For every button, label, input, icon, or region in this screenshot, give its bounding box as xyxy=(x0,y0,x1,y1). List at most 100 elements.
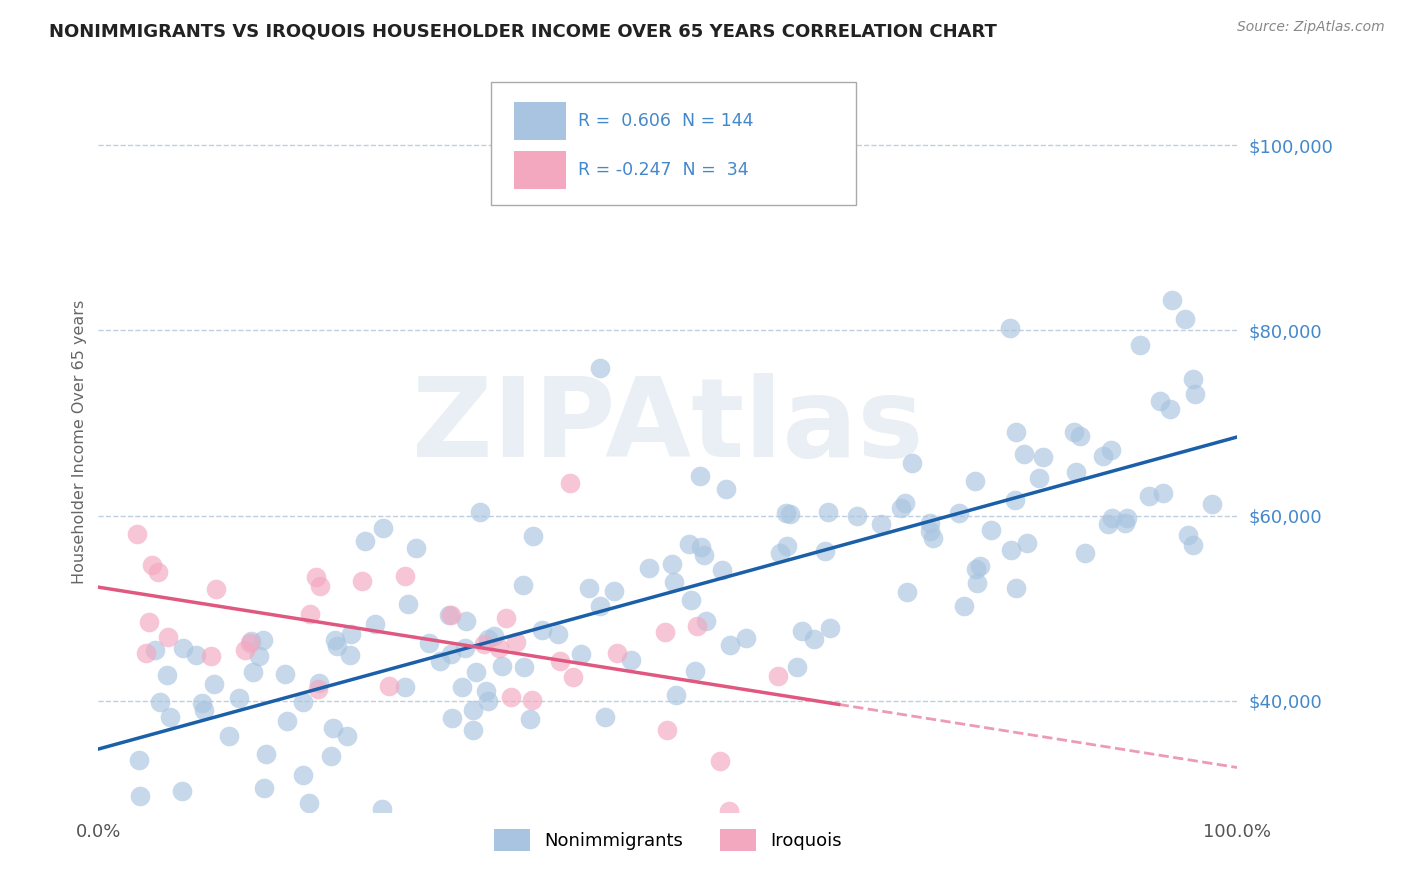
Point xyxy=(714,482,737,496)
Point xyxy=(128,753,150,767)
Point xyxy=(418,636,440,650)
Point xyxy=(776,540,799,554)
Point xyxy=(890,501,912,516)
Point xyxy=(1005,581,1028,595)
Point xyxy=(901,456,924,470)
Point xyxy=(336,730,359,744)
Point xyxy=(620,653,643,667)
Point xyxy=(1115,511,1137,525)
Point xyxy=(965,474,987,488)
Point xyxy=(1153,485,1175,500)
Point xyxy=(1005,425,1028,439)
Point xyxy=(233,642,256,657)
Point xyxy=(495,610,517,624)
Point xyxy=(470,505,492,519)
Point xyxy=(606,647,628,661)
Point xyxy=(477,632,499,646)
Point xyxy=(305,570,328,584)
Point xyxy=(309,579,332,593)
Text: ZIPAtlas: ZIPAtlas xyxy=(412,373,924,480)
Point xyxy=(461,703,484,717)
Point xyxy=(845,508,868,523)
Point xyxy=(531,623,554,637)
Point xyxy=(218,729,240,743)
Point xyxy=(138,615,160,629)
Point xyxy=(547,627,569,641)
Point xyxy=(512,578,534,592)
Point xyxy=(252,633,274,648)
Point xyxy=(129,789,152,803)
Point xyxy=(921,531,943,545)
Point xyxy=(695,614,717,628)
Point xyxy=(578,581,600,595)
Point xyxy=(394,680,416,694)
Point xyxy=(1159,402,1181,417)
FancyBboxPatch shape xyxy=(515,151,567,189)
Point xyxy=(274,667,297,681)
Point xyxy=(1064,465,1087,479)
Point xyxy=(454,641,477,656)
Point xyxy=(1114,516,1136,530)
Point xyxy=(818,621,841,635)
Text: Source: ZipAtlas.com: Source: ZipAtlas.com xyxy=(1237,20,1385,34)
Point xyxy=(920,516,942,530)
Point xyxy=(814,544,837,558)
Point xyxy=(298,607,321,622)
Point xyxy=(247,649,270,664)
Point xyxy=(593,710,616,724)
Point xyxy=(205,832,228,847)
Point xyxy=(378,679,401,693)
Point xyxy=(690,540,713,554)
Point xyxy=(513,660,536,674)
Point xyxy=(1012,447,1035,461)
Point xyxy=(709,754,731,768)
Point xyxy=(1091,449,1114,463)
Point xyxy=(519,712,541,726)
Point xyxy=(980,524,1002,538)
Point xyxy=(520,693,543,707)
Point xyxy=(396,597,419,611)
Point xyxy=(766,669,789,683)
Point xyxy=(603,584,626,599)
Point xyxy=(242,665,264,680)
Point xyxy=(1097,517,1119,532)
Point xyxy=(323,632,346,647)
Legend: Nonimmigrants, Iroquois: Nonimmigrants, Iroquois xyxy=(486,822,849,858)
Point xyxy=(735,631,758,645)
Point xyxy=(298,796,321,810)
Point xyxy=(184,648,207,663)
Point xyxy=(779,507,801,521)
Point xyxy=(637,561,659,575)
Point xyxy=(661,558,683,572)
Point xyxy=(1129,338,1152,352)
Text: R =  0.606  N = 144: R = 0.606 N = 144 xyxy=(578,112,754,130)
Point xyxy=(141,558,163,572)
Point xyxy=(711,563,734,577)
Point xyxy=(405,541,427,555)
Point xyxy=(869,516,891,531)
Point xyxy=(239,633,262,648)
Point xyxy=(998,321,1021,335)
Point xyxy=(254,747,277,761)
Point xyxy=(394,568,416,582)
Point xyxy=(718,805,741,819)
Point xyxy=(1063,425,1085,439)
Point xyxy=(339,648,361,663)
Point xyxy=(488,641,510,656)
Point xyxy=(308,676,330,690)
Point xyxy=(465,665,488,680)
Point xyxy=(484,629,506,643)
Point xyxy=(439,607,461,622)
Point xyxy=(1028,471,1050,485)
Point xyxy=(1182,538,1205,552)
Point xyxy=(491,659,513,673)
Point xyxy=(353,533,375,548)
Point xyxy=(1161,293,1184,307)
Point xyxy=(562,670,585,684)
Point xyxy=(969,558,991,573)
Point xyxy=(1174,311,1197,326)
Point xyxy=(786,660,808,674)
Point xyxy=(769,546,792,560)
Point xyxy=(683,664,706,678)
Point xyxy=(965,561,987,575)
